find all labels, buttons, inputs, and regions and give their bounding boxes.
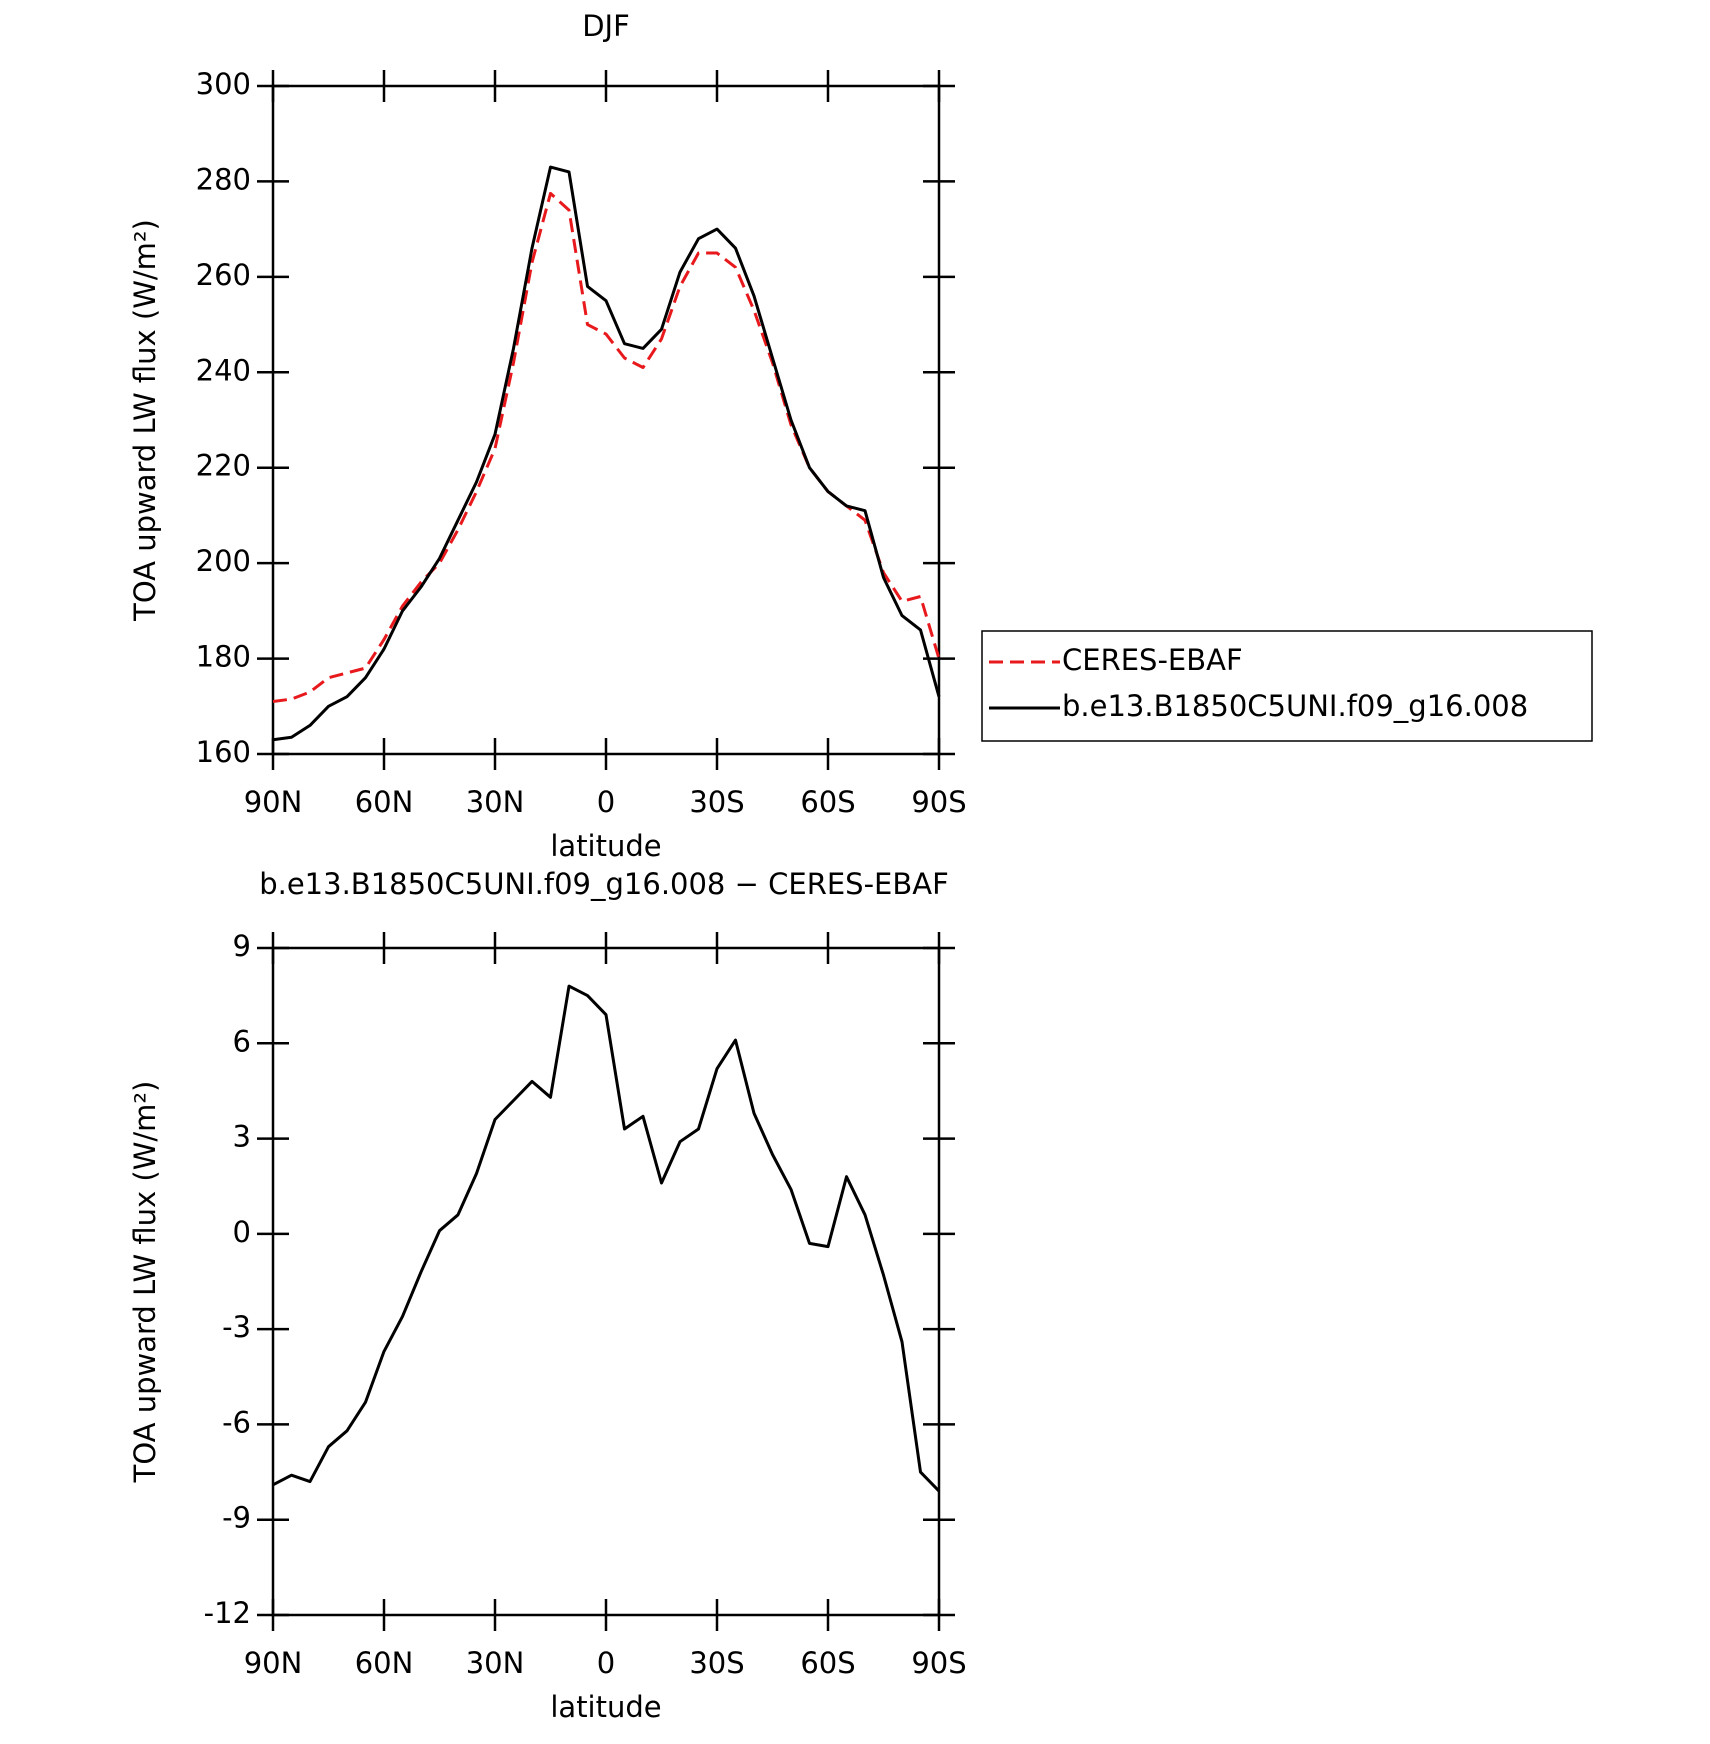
x-axis-label: latitude [550,1690,661,1724]
x-tick-label: 60N [355,1646,414,1680]
x-tick-label: 30S [689,785,744,819]
y-tick-label: -9 [222,1501,251,1535]
data-line [272,191,941,703]
y-tick-label: 3 [233,1120,251,1154]
x-tick-label: 0 [597,785,615,819]
y-tick-label: -6 [222,1405,251,1439]
legend-label: b.e13.B1850C5UNI.f09_g16.008 [1062,689,1528,723]
x-tick-label: 60S [800,1646,855,1680]
data-line [272,165,941,742]
x-tick-label: 60N [355,785,414,819]
x-tick-label: 90S [911,1646,966,1680]
y-tick-label: 300 [196,67,251,101]
y-tick-label: 180 [196,640,251,674]
x-tick-label: 30N [466,1646,525,1680]
y-tick-label: 260 [196,258,251,292]
plot-frame [271,84,941,756]
y-tick-label: 0 [233,1215,251,1249]
y-tick-label: 220 [196,449,251,483]
chart-title: DJF [582,9,630,43]
y-tick-label: 280 [196,162,251,196]
y-axis-label: TOA upward LW flux (W/m²) [128,219,162,622]
data-line [272,984,941,1493]
x-tick-label: 60S [800,785,855,819]
chart-title: b.e13.B1850C5UNI.f09_g16.008 − CERES-EBA… [259,867,949,901]
x-tick-label: 90N [244,1646,303,1680]
x-axis-label: latitude [550,829,661,863]
legend-box [981,630,1593,742]
legend-label: CERES-EBAF [1062,643,1243,677]
y-tick-label: -3 [222,1310,251,1344]
x-tick-label: 0 [597,1646,615,1680]
y-tick-label: 6 [233,1024,251,1058]
plot-frame [271,946,941,1617]
y-tick-label: -12 [204,1596,251,1630]
x-tick-label: 30N [466,785,525,819]
y-tick-label: 200 [196,544,251,578]
x-tick-label: 90N [244,785,303,819]
y-tick-label: 9 [233,929,251,963]
y-tick-label: 160 [196,735,251,769]
y-tick-label: 240 [196,353,251,387]
x-tick-label: 90S [911,785,966,819]
y-axis-label: TOA upward LW flux (W/m²) [128,1081,162,1484]
x-tick-label: 30S [689,1646,744,1680]
